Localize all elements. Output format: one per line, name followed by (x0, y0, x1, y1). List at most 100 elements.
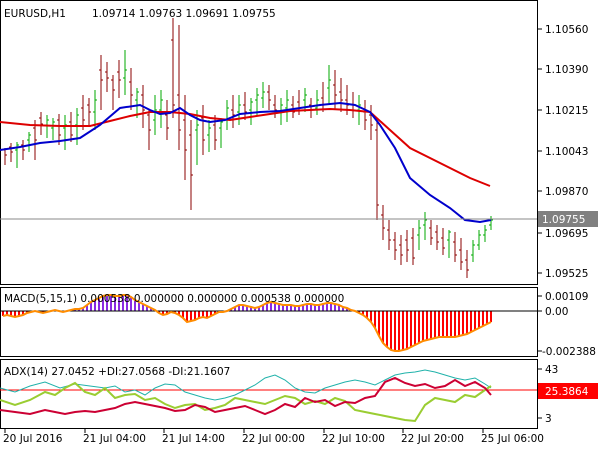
price-bar (429, 220, 433, 245)
price-bar (183, 95, 187, 180)
time-axis[interactable]: 20 Jul 2016 21 Jul 04:00 21 Jul 14:00 22… (3, 429, 544, 445)
price-bar (285, 90, 289, 122)
adx-label: ADX(14) 27.0452 +DI:27.0568 -DI:21.1607 (4, 366, 230, 378)
symbol-label: EURUSD,H1 (4, 8, 66, 20)
time-tick: 20 Jul 2016 (3, 433, 63, 445)
price-bar (9, 143, 13, 162)
time-tick: 21 Jul 14:00 (162, 433, 225, 445)
price-bar (255, 88, 259, 115)
time-tick: 22 Jul 20:00 (401, 433, 464, 445)
price-bar (219, 118, 223, 148)
price-bar (327, 65, 331, 105)
time-tick: 21 Jul 04:00 (83, 433, 146, 445)
time-tick: 22 Jul 00:00 (242, 433, 305, 445)
price-tick: 1.09525 (545, 268, 588, 280)
macd-tick: 0.00109 (545, 291, 588, 303)
current-price-tag-text: 1.09755 (542, 214, 585, 226)
price-bar (387, 220, 391, 250)
price-bar (165, 100, 169, 140)
price-bar (117, 60, 121, 98)
price-bars (3, 18, 493, 278)
price-bar (405, 230, 409, 262)
price-bar (177, 25, 181, 150)
price-bar (249, 98, 253, 125)
price-bar (189, 120, 193, 210)
price-bar (441, 228, 445, 255)
price-bar (435, 225, 439, 250)
current-price-tag (538, 211, 598, 227)
price-bar (21, 140, 25, 160)
price-bar (267, 85, 271, 110)
price-bar (123, 50, 127, 95)
time-tick: 25 Jul 06:00 (481, 433, 544, 445)
main-price-panel[interactable] (0, 0, 538, 285)
price-bar (459, 238, 463, 270)
price-bar (135, 88, 139, 118)
price-bar (111, 75, 115, 110)
price-bar (201, 105, 205, 155)
price-bar (417, 220, 421, 250)
price-bar (477, 230, 481, 250)
adx-level-tag (538, 383, 598, 399)
price-tick: 1.09870 (545, 186, 588, 198)
price-bar (237, 95, 241, 125)
price-bar (147, 110, 151, 150)
price-bar (381, 205, 385, 240)
price-bar (423, 212, 427, 240)
price-bar (93, 90, 97, 130)
price-bar (39, 112, 43, 135)
price-tick: 1.09695 (545, 228, 588, 240)
price-bar (411, 228, 415, 265)
price-bar (489, 216, 493, 230)
price-bar (27, 132, 31, 152)
price-bar (159, 90, 163, 128)
price-bar (105, 62, 109, 92)
price-axis[interactable]: 1.10560 1.10390 1.10215 1.10043 1.09870 … (537, 24, 588, 280)
price-bar (87, 98, 91, 125)
adx-level-tag-text: 25.3864 (545, 386, 589, 398)
plus-di-line (0, 381, 492, 423)
macd-label: MACD(5,15,1) 0.000538 0.000000 0.000000 … (4, 293, 344, 305)
price-bar (81, 95, 85, 130)
adx-line (0, 369, 492, 401)
price-bar (399, 235, 403, 265)
macd-tick: 0.00 (545, 306, 568, 318)
price-bar (315, 90, 319, 115)
adx-axis[interactable]: 43 3 (537, 364, 558, 425)
price-bar (261, 82, 265, 108)
adx-tick: 43 (545, 364, 558, 376)
price-bar (339, 78, 343, 112)
macd-signal-line (2, 294, 492, 352)
ohlc-label: 1.09714 1.09763 1.09691 1.09755 (92, 8, 276, 20)
minus-di-line (0, 376, 492, 416)
price-bar (453, 232, 457, 262)
price-bar (465, 250, 469, 278)
price-bar (33, 120, 37, 160)
price-bar (99, 55, 103, 110)
macd-axis[interactable]: 0.00109 0.00 -0.002388 (537, 291, 596, 358)
price-bar (57, 114, 61, 145)
price-bar (129, 68, 133, 110)
time-tick: 22 Jul 10:00 (322, 433, 385, 445)
price-bar (375, 120, 379, 220)
moving-average-fast-line (0, 101, 492, 224)
price-bar (483, 225, 487, 242)
price-bar (447, 230, 451, 258)
price-bar (51, 118, 55, 140)
moving-average-slow-line (0, 107, 491, 187)
price-bar (207, 120, 211, 152)
price-bar (243, 92, 247, 120)
price-bar (15, 142, 19, 168)
price-bar (171, 18, 175, 118)
price-tick: 1.10043 (545, 146, 588, 158)
price-bar (231, 95, 235, 128)
price-bar (369, 105, 373, 140)
adx-tick: 3 (545, 413, 552, 425)
price-tick: 1.10390 (545, 64, 588, 76)
price-tick: 1.10560 (545, 24, 588, 36)
price-bar (471, 240, 475, 262)
price-bar (393, 232, 397, 260)
macd-tick: -0.002388 (542, 346, 596, 358)
price-bar (153, 95, 157, 135)
